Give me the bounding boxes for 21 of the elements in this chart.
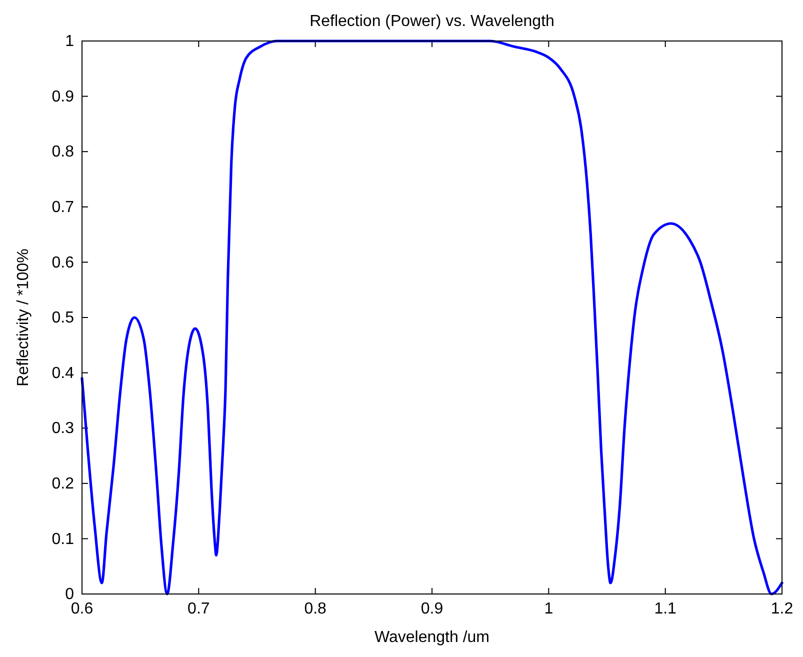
y-tick-label: 0.9 (52, 88, 74, 106)
x-tick-label: 1.2 (770, 600, 794, 618)
y-tick-label: 0.5 (52, 310, 74, 327)
y-tick-label: 0.3 (52, 420, 74, 438)
line-series (80, 40, 784, 596)
y-tick-label: 0 (65, 586, 74, 604)
y-tick-label: 0.8 (52, 144, 74, 161)
y-tick-label: 0.2 (52, 476, 74, 493)
x-tick-label: 0.9 (420, 600, 444, 618)
chart-title: Reflection (Power) vs. Wavelength (310, 13, 554, 30)
x-axis-title: Wavelength /um (374, 629, 490, 646)
y-tick-label: 0.1 (52, 530, 74, 548)
y-tick-label: 1 (65, 33, 74, 50)
y-tick-label: 0.6 (52, 254, 74, 272)
y-tick-label: 0.4 (52, 364, 74, 382)
x-tick-label: 1 (544, 600, 554, 618)
y-axis-title: Reflectivity / *100% (15, 248, 32, 386)
x-tick-label: 0.8 (304, 600, 327, 618)
y-tick-label: 0.7 (52, 199, 74, 216)
x-tick-label: 1.1 (654, 600, 677, 618)
x-tick-label: 0.7 (188, 600, 210, 618)
